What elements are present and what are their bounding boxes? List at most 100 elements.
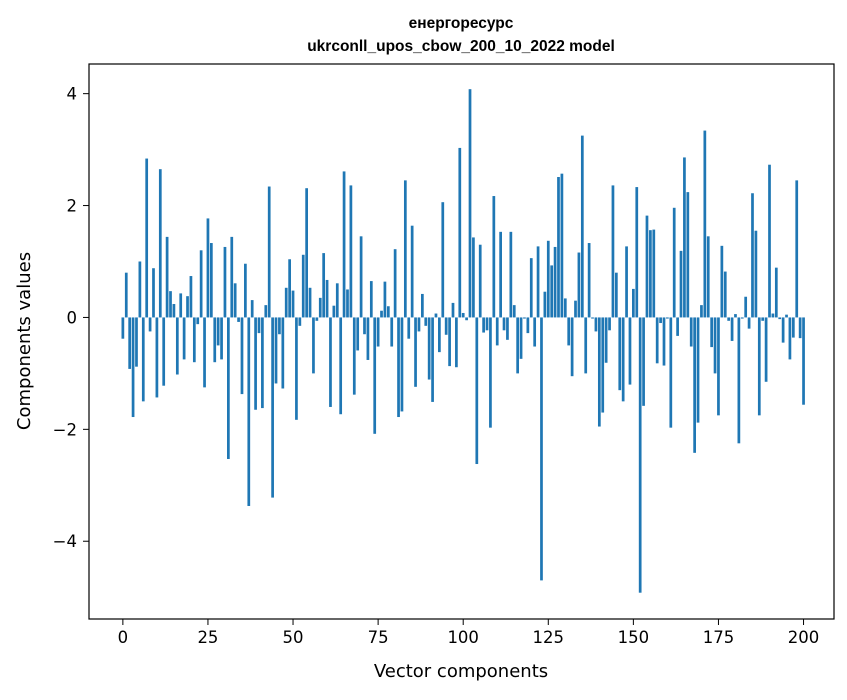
bar-143 bbox=[608, 317, 611, 331]
bar-57 bbox=[315, 317, 319, 321]
bar-129 bbox=[560, 173, 564, 318]
bar-75 bbox=[376, 317, 380, 347]
bar-33 bbox=[233, 283, 237, 318]
bar-3 bbox=[131, 317, 135, 418]
bar-17 bbox=[179, 293, 183, 318]
bar-61 bbox=[329, 317, 332, 407]
bar-187 bbox=[757, 317, 761, 416]
bar-56 bbox=[312, 317, 315, 374]
bar-94 bbox=[441, 202, 445, 318]
bar-196 bbox=[788, 317, 792, 360]
bar-168 bbox=[693, 317, 696, 453]
bar-199 bbox=[798, 317, 802, 339]
bar-84 bbox=[407, 317, 411, 339]
bar-11 bbox=[158, 169, 162, 318]
bar-71 bbox=[363, 317, 366, 335]
bar-119 bbox=[526, 317, 530, 334]
bar-188 bbox=[761, 317, 765, 321]
bar-97 bbox=[451, 302, 455, 318]
y-axis-label: Components values bbox=[14, 252, 35, 430]
bar-147 bbox=[621, 317, 625, 402]
bar-141 bbox=[601, 317, 605, 413]
bar-184 bbox=[747, 317, 751, 329]
bar-8 bbox=[148, 317, 152, 332]
bar-139 bbox=[594, 317, 598, 332]
bar-21 bbox=[192, 317, 196, 363]
bar-145 bbox=[614, 272, 618, 318]
bar-195 bbox=[785, 314, 788, 318]
bar-128 bbox=[557, 177, 560, 318]
bar-83 bbox=[403, 180, 407, 318]
bar-198 bbox=[795, 180, 799, 318]
bar-72 bbox=[366, 317, 370, 360]
bar-130 bbox=[563, 298, 567, 318]
bar-30 bbox=[223, 246, 227, 318]
bar-24 bbox=[203, 317, 206, 388]
bar-179 bbox=[730, 317, 734, 341]
bar-125 bbox=[546, 240, 550, 318]
bar-26 bbox=[209, 243, 213, 318]
bar-122 bbox=[536, 246, 540, 318]
bar-65 bbox=[342, 171, 346, 318]
bar-114 bbox=[509, 231, 513, 318]
y-tick-label: 0 bbox=[67, 308, 78, 327]
bar-167 bbox=[689, 317, 693, 347]
bar-127 bbox=[553, 246, 557, 318]
bar-162 bbox=[672, 207, 676, 318]
bar-138 bbox=[591, 317, 594, 319]
bar-137 bbox=[587, 243, 591, 318]
bar-5 bbox=[138, 261, 142, 318]
y-tick-label: −4 bbox=[53, 532, 77, 551]
y-tick-label: −2 bbox=[53, 420, 77, 439]
bar-18 bbox=[182, 317, 186, 360]
bar-189 bbox=[764, 317, 768, 382]
bar-15 bbox=[172, 304, 176, 318]
bar-178 bbox=[727, 317, 731, 321]
y-tick-label: 4 bbox=[67, 85, 78, 104]
bar-23 bbox=[199, 250, 203, 318]
bar-69 bbox=[356, 317, 360, 351]
bar-64 bbox=[339, 317, 343, 415]
bar-155 bbox=[649, 230, 652, 318]
bar-99 bbox=[458, 147, 462, 318]
bar-10 bbox=[155, 317, 159, 398]
bar-59 bbox=[322, 253, 326, 318]
bar-124 bbox=[543, 291, 547, 318]
bar-121 bbox=[533, 317, 537, 347]
bar-88 bbox=[421, 293, 424, 318]
bar-103 bbox=[472, 237, 475, 318]
bar-49 bbox=[288, 259, 291, 318]
bar-29 bbox=[220, 317, 223, 360]
bar-44 bbox=[271, 317, 274, 498]
bar-60 bbox=[325, 279, 329, 318]
bar-113 bbox=[506, 317, 509, 340]
bar-1 bbox=[124, 272, 128, 318]
bar-86 bbox=[414, 317, 417, 387]
bar-70 bbox=[359, 236, 363, 318]
bar-93 bbox=[438, 317, 441, 353]
bar-25 bbox=[206, 218, 210, 318]
bar-174 bbox=[713, 317, 717, 374]
y-axis-ticks: −4 −2 0 2 4 bbox=[53, 85, 89, 551]
bar-164 bbox=[679, 250, 683, 318]
bar-45 bbox=[274, 317, 278, 384]
bar-40 bbox=[257, 317, 261, 334]
bar-140 bbox=[597, 317, 601, 427]
bar-165 bbox=[683, 157, 686, 318]
bar-182 bbox=[740, 317, 744, 319]
bar-92 bbox=[434, 313, 438, 318]
bar-151 bbox=[635, 187, 639, 318]
x-tick-label: 125 bbox=[533, 628, 565, 647]
bar-38 bbox=[250, 300, 254, 318]
x-tick-label: 75 bbox=[368, 628, 389, 647]
bar-91 bbox=[431, 317, 434, 402]
bar-52 bbox=[298, 317, 302, 326]
bar-53 bbox=[301, 254, 305, 318]
bar-177 bbox=[723, 271, 727, 318]
bar-152 bbox=[638, 317, 642, 593]
bar-112 bbox=[502, 317, 506, 331]
bar-115 bbox=[512, 305, 516, 318]
bar-62 bbox=[332, 305, 336, 318]
bar-63 bbox=[335, 283, 339, 318]
